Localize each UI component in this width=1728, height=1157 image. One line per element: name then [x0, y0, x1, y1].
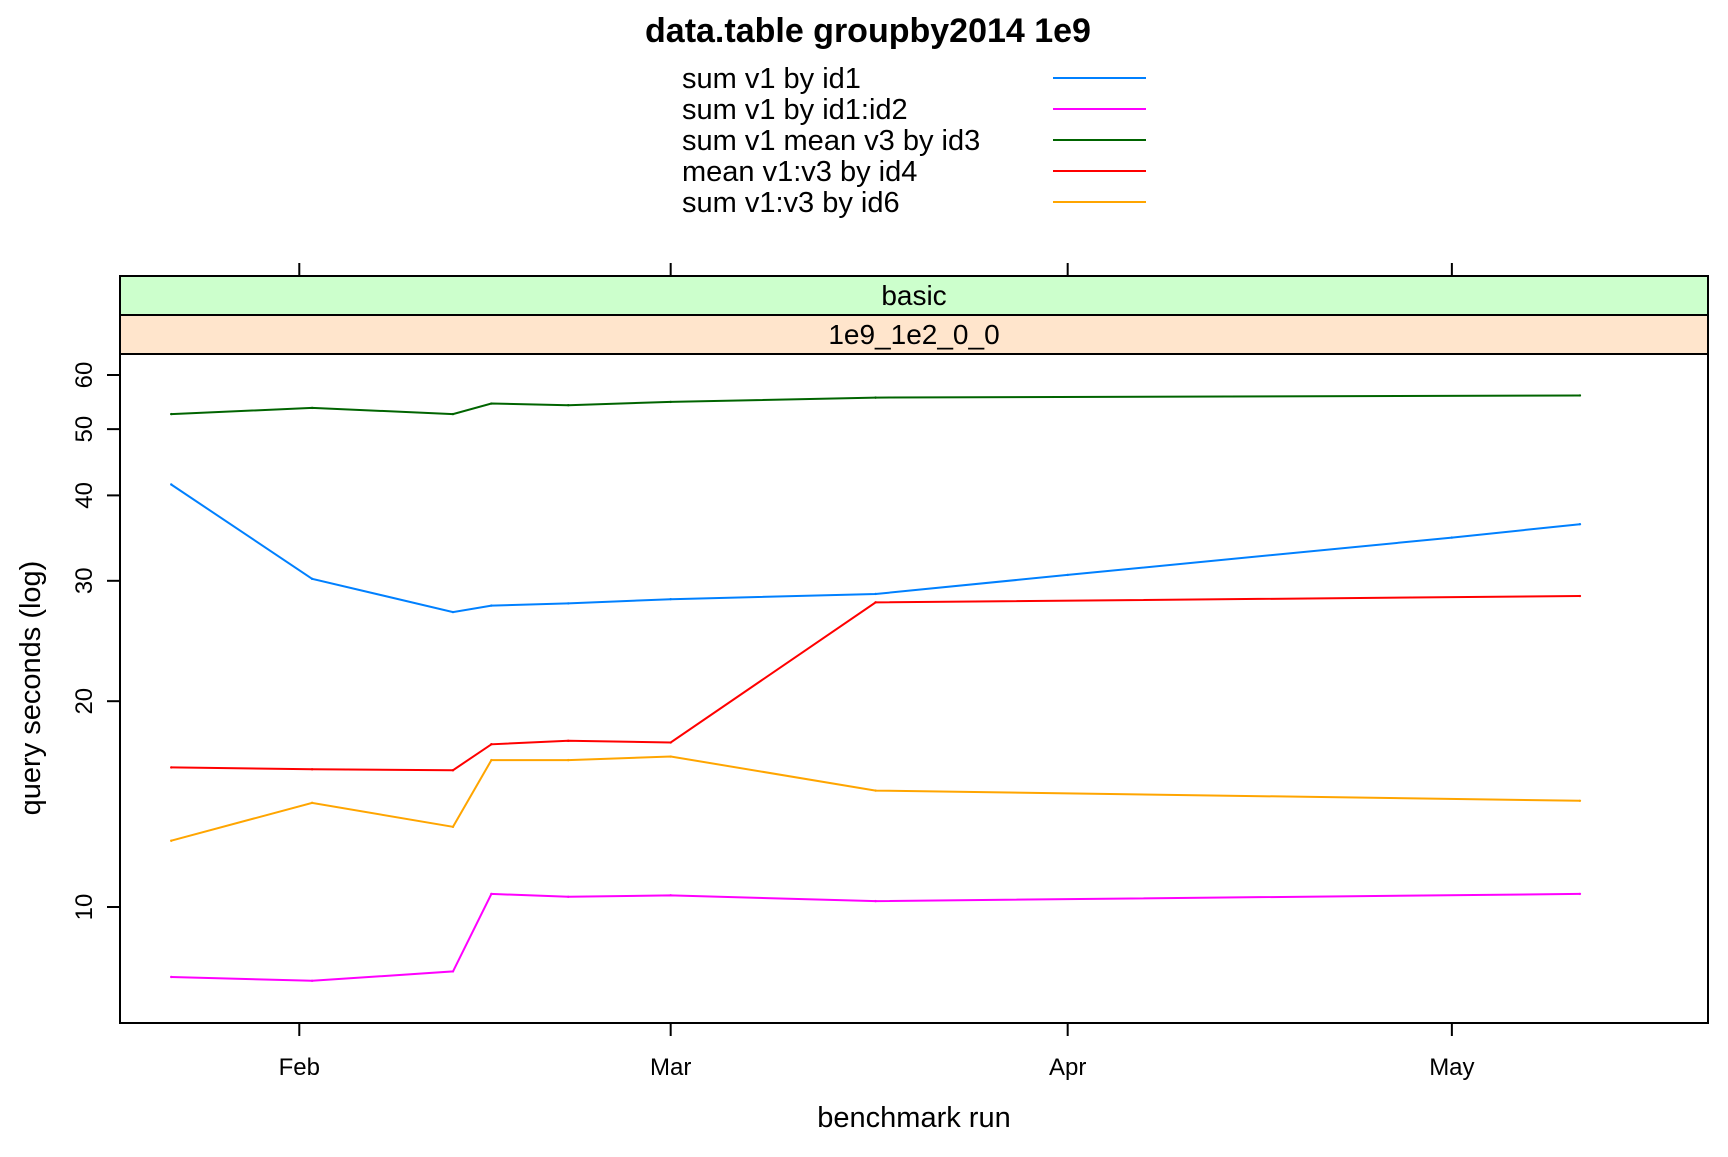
data-point	[567, 895, 570, 898]
data-point	[451, 825, 455, 829]
x-tick-label: May	[1429, 1054, 1474, 1081]
data-point	[1578, 892, 1582, 896]
data-point	[567, 739, 570, 743]
data-point	[567, 602, 570, 605]
series-line-4	[171, 595, 1580, 772]
x-axis-label: benchmark run	[817, 1102, 1010, 1134]
data-point	[451, 412, 455, 416]
series-line-2	[171, 892, 1580, 982]
data-point	[170, 839, 173, 842]
data-point	[1578, 799, 1582, 803]
data-point	[451, 769, 455, 772]
data-point	[490, 758, 493, 762]
data-point	[874, 899, 877, 903]
y-tick-label: 40	[71, 482, 98, 509]
data-point	[490, 743, 493, 746]
y-tick-label: 20	[71, 688, 98, 715]
data-point	[451, 610, 455, 614]
y-tick-label: 10	[71, 894, 98, 921]
series-line-1	[170, 483, 1581, 614]
data-point	[669, 755, 672, 758]
data-point	[490, 604, 493, 607]
data-point	[310, 801, 314, 805]
data-point	[490, 402, 493, 405]
y-tick-label: 50	[71, 416, 98, 443]
y-tick-label: 60	[71, 362, 98, 389]
data-point	[451, 970, 455, 973]
data-point	[874, 592, 877, 596]
legend-label: sum v1 by id1:id2	[682, 94, 908, 126]
data-point	[310, 979, 314, 982]
data-point	[1450, 536, 1454, 539]
data-point	[170, 766, 173, 769]
data-point	[1578, 523, 1582, 526]
strip-top-label: basic	[881, 280, 946, 311]
data-point	[567, 403, 570, 407]
strip-bottom-label: 1e9_1e2_0_0	[828, 319, 999, 350]
data-point	[669, 597, 672, 601]
strip-top-background	[119, 275, 1709, 316]
legend-label: sum v1 by id1	[682, 63, 861, 95]
data-point	[490, 892, 493, 896]
data-point	[669, 894, 672, 897]
legend-label: sum v1 mean v3 by id3	[682, 125, 980, 157]
data-point	[310, 577, 314, 581]
data-point	[669, 400, 672, 404]
y-tick-label: 30	[71, 567, 98, 594]
x-tick-label: Mar	[650, 1054, 691, 1081]
legend-label: sum v1:v3 by id6	[682, 187, 900, 219]
data-point	[310, 406, 314, 410]
legend-label: mean v1:v3 by id4	[682, 156, 917, 188]
x-tick-label: Apr	[1049, 1054, 1086, 1081]
series-line-3	[171, 394, 1580, 416]
plot-panel	[119, 353, 1709, 1024]
data-point	[567, 758, 570, 762]
data-point	[1066, 573, 1069, 577]
y-axis-label: query seconds (log)	[15, 561, 47, 816]
chart-title: data.table groupby2014 1e9	[645, 12, 1091, 50]
data-point	[1578, 594, 1582, 598]
data-point	[874, 789, 877, 792]
series-lines	[170, 394, 1582, 982]
data-point	[170, 483, 173, 486]
y-axis: 10 20 30 40 50 60	[71, 362, 120, 921]
data-point	[1578, 394, 1582, 397]
x-tick-label: Feb	[279, 1054, 320, 1081]
data-point	[874, 396, 877, 399]
data-point	[170, 975, 173, 979]
data-point	[874, 601, 877, 604]
data-point	[170, 412, 173, 416]
data-point	[669, 741, 672, 744]
series-line-5	[170, 755, 1580, 842]
data-point	[310, 768, 314, 771]
x-axis: Feb Mar Apr May	[279, 263, 1475, 1081]
